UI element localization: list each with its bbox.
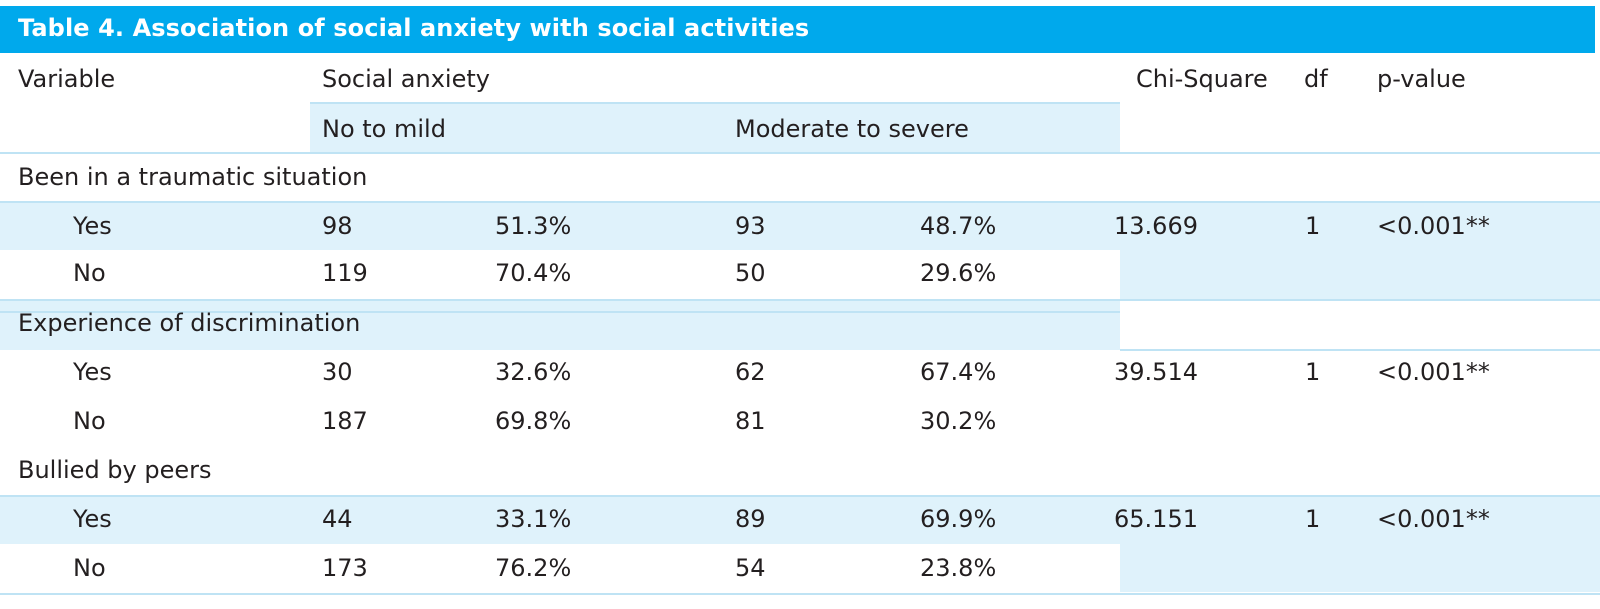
- group-label: Been in a traumatic situation: [18, 163, 368, 191]
- rule-group1-top: [0, 201, 1600, 203]
- row-label: Yes: [73, 212, 112, 240]
- cell-df: 1: [1305, 212, 1321, 240]
- cell-severe-n: 62: [735, 358, 766, 386]
- cell-p-value: <0.001**: [1377, 212, 1490, 240]
- row-label: Yes: [73, 505, 112, 533]
- cell-mild-pct: 51.3%: [495, 212, 572, 240]
- cell-severe-n: 54: [735, 554, 766, 582]
- rule-group3-top: [0, 495, 1600, 497]
- cell-mild-pct: 32.6%: [495, 358, 572, 386]
- cell-severe-pct: 30.2%: [920, 407, 997, 435]
- cell-severe-pct: 67.4%: [920, 358, 997, 386]
- cell-severe-pct: 69.9%: [920, 505, 997, 533]
- cell-severe-pct: 29.6%: [920, 259, 997, 287]
- header-moderate-to-severe: Moderate to severe: [735, 115, 969, 143]
- cell-severe-pct: 48.7%: [920, 212, 997, 240]
- group1-stats-band: [1120, 250, 1600, 300]
- cell-p-value: <0.001**: [1377, 358, 1490, 386]
- cell-severe-n: 93: [735, 212, 766, 240]
- header-df: df: [1304, 65, 1328, 93]
- cell-severe-n: 50: [735, 259, 766, 287]
- row-label: Yes: [73, 358, 112, 386]
- cell-p-value: <0.001**: [1377, 505, 1490, 533]
- rule-group2-stats: [1120, 349, 1600, 351]
- cell-mild-n: 30: [322, 358, 353, 386]
- cell-df: 1: [1305, 358, 1321, 386]
- cell-severe-pct: 23.8%: [920, 554, 997, 582]
- cell-mild-pct: 76.2%: [495, 554, 572, 582]
- row-label: No: [73, 259, 106, 287]
- subheader-band: [310, 103, 1120, 152]
- rule-group2-label: [0, 311, 1120, 313]
- group1-yes-band: [0, 203, 1600, 250]
- cell-severe-n: 89: [735, 505, 766, 533]
- group3-stats-band: [1120, 544, 1600, 592]
- header-chi-square: Chi-Square: [1136, 65, 1268, 93]
- group2-label-band: [0, 300, 1120, 350]
- rule-group1-bottom: [0, 299, 1600, 301]
- rule-table-bottom: [0, 593, 1600, 595]
- cell-df: 1: [1305, 505, 1321, 533]
- group-label: Experience of discrimination: [18, 309, 361, 337]
- cell-mild-n: 98: [322, 212, 353, 240]
- rule-under-social-anxiety: [310, 102, 1120, 104]
- table-title: Table 4. Association of social anxiety w…: [18, 14, 810, 42]
- cell-mild-pct: 33.1%: [495, 505, 572, 533]
- cell-severe-n: 81: [735, 407, 766, 435]
- header-social-anxiety: Social anxiety: [322, 65, 490, 93]
- row-label: No: [73, 554, 106, 582]
- row-label: No: [73, 407, 106, 435]
- cell-mild-pct: 70.4%: [495, 259, 572, 287]
- cell-mild-n: 187: [322, 407, 368, 435]
- cell-mild-n: 44: [322, 505, 353, 533]
- rule-under-header: [0, 152, 1600, 154]
- cell-chi-square: 39.514: [1114, 358, 1198, 386]
- header-p-value: p-value: [1377, 65, 1466, 93]
- group3-yes-band: [0, 496, 1600, 544]
- cell-mild-pct: 69.8%: [495, 407, 572, 435]
- header-variable: Variable: [18, 65, 116, 93]
- group-label: Bullied by peers: [18, 456, 212, 484]
- cell-chi-square: 65.151: [1114, 505, 1198, 533]
- cell-mild-n: 119: [322, 259, 368, 287]
- cell-mild-n: 173: [322, 554, 368, 582]
- cell-chi-square: 13.669: [1114, 212, 1198, 240]
- header-no-to-mild: No to mild: [322, 115, 446, 143]
- table-title-bar: Table 4. Association of social anxiety w…: [0, 6, 1595, 53]
